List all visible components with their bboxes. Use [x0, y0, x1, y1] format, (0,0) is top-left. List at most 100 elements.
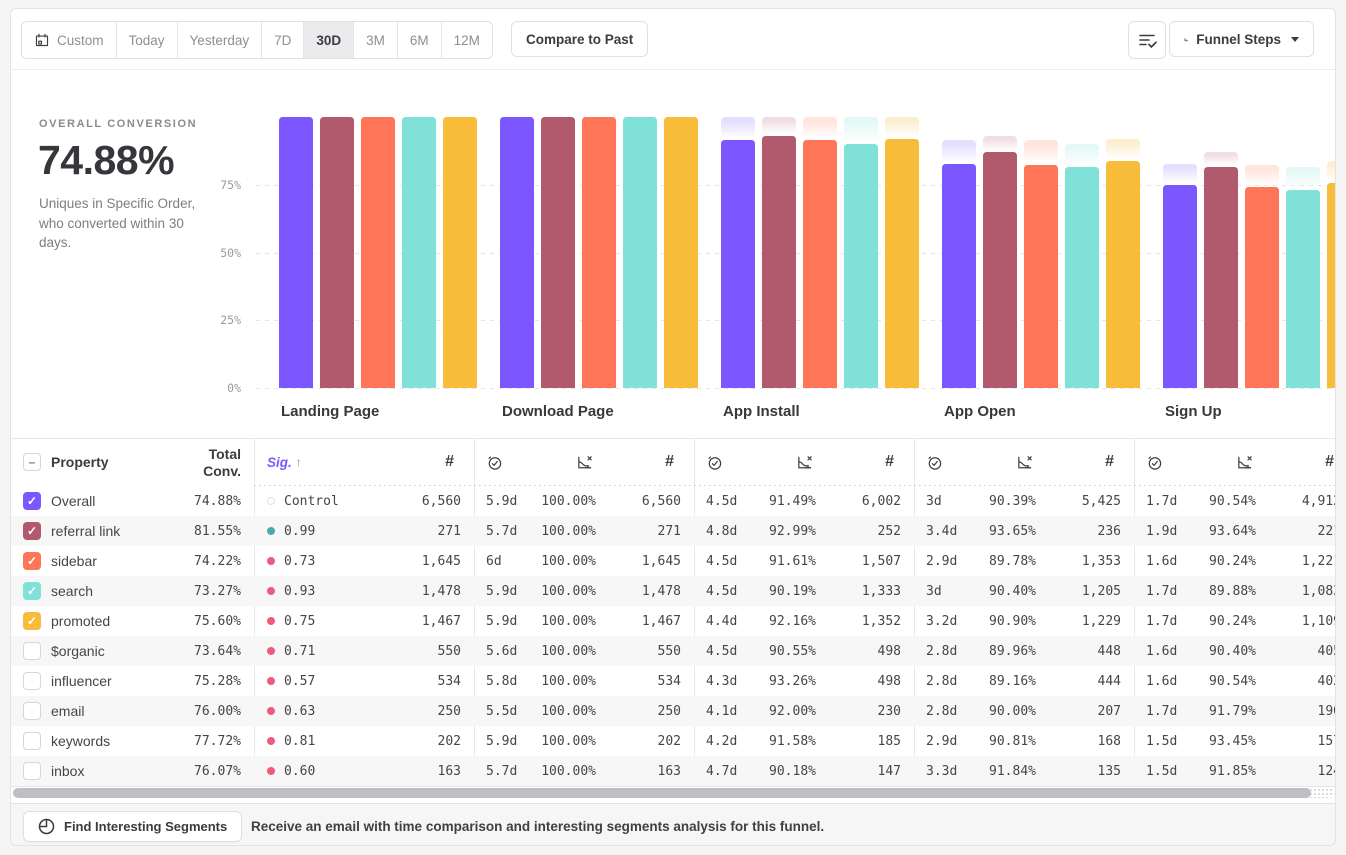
table-row-keywords[interactable]: keywords 77.72% 0.81 202 5.9d 100.00% 202 4.2d 9… [11, 726, 1335, 756]
bar-sign-up-sidebar[interactable] [1245, 187, 1279, 388]
bar-app-install-Overall[interactable] [721, 140, 755, 388]
bar-download-page-referral-link[interactable] [541, 117, 575, 388]
view-selector-button[interactable]: Funnel Steps [1169, 21, 1314, 57]
bar-landing-page-sidebar[interactable] [361, 117, 395, 388]
clock-check-icon [488, 456, 502, 470]
property-column-header[interactable]: Property [51, 454, 109, 470]
bar-app-open-promoted[interactable] [1106, 161, 1140, 388]
chevron-down-icon [1291, 36, 1299, 42]
row-checkbox[interactable]: ✓ [23, 492, 41, 510]
chart-dropoff-icon [578, 456, 592, 469]
step-count: 135 [1097, 763, 1121, 779]
row-checkbox[interactable] [23, 762, 41, 780]
table-row-Overall[interactable]: ✓ Overall 74.88% Control 6,560 5.9d 100.00% 6,5… [11, 486, 1335, 516]
significance-value: 0.99 [284, 523, 316, 539]
bar-download-page-Overall[interactable] [500, 117, 534, 388]
step-label-landing-page: Landing Page [281, 403, 380, 420]
filter-list-button[interactable] [1128, 21, 1166, 59]
significance-value: 0.57 [284, 673, 316, 689]
date-range-30d[interactable]: 30D [304, 22, 355, 58]
compare-to-past-button[interactable]: Compare to Past [511, 21, 649, 57]
find-interesting-segments-button[interactable]: Find Interesting Segments [23, 811, 243, 842]
bar-app-install-search[interactable] [844, 143, 878, 388]
date-range-12m[interactable]: 12M [442, 22, 492, 58]
bar-app-open-search[interactable] [1065, 167, 1099, 388]
row-checkbox[interactable]: ✓ [23, 552, 41, 570]
bar-download-page-promoted[interactable] [664, 117, 698, 388]
step-count: 1,467 [641, 613, 681, 629]
row-checkbox[interactable] [23, 702, 41, 720]
significance-dot-low [267, 647, 275, 655]
total-conversion-value: 76.07% [194, 763, 241, 779]
table-row-email[interactable]: email 76.00% 0.63 250 5.5d 100.00% 250 4.1d 92.0… [11, 696, 1335, 726]
column-group-divider [474, 438, 475, 786]
count-header-landing-page[interactable]: # [445, 453, 454, 470]
conversion-rate-value: 90.40% [1209, 643, 1256, 659]
date-range-7d[interactable]: 7D [262, 22, 305, 58]
column-group-divider [254, 438, 255, 786]
time-to-convert-value: 5.5d [486, 703, 518, 719]
count-header[interactable]: # [665, 453, 674, 470]
select-all-checkbox[interactable]: – [23, 453, 41, 471]
bar-landing-page-referral-link[interactable] [320, 117, 354, 388]
time-to-convert-value: 4.7d [706, 763, 738, 779]
property-label: inbox [51, 763, 85, 779]
bar-app-open-Overall[interactable] [942, 164, 976, 388]
bar-app-open-sidebar[interactable] [1024, 165, 1058, 388]
date-range-6m[interactable]: 6M [398, 22, 442, 58]
significance-column-header[interactable]: Sig. ↑ [267, 454, 302, 470]
date-range-yesterday[interactable]: Yesterday [178, 22, 263, 58]
time-to-convert-value: 4.8d [706, 523, 738, 539]
conversion-rate-value: 90.18% [769, 763, 816, 779]
step-count: 147 [877, 763, 901, 779]
row-checkbox[interactable] [23, 732, 41, 750]
table-row-inbox[interactable]: inbox 76.07% 0.60 163 5.7d 100.00% 163 4.7d 90.1… [11, 756, 1335, 786]
bar-app-install-referral-link[interactable] [762, 136, 796, 388]
count-header[interactable]: # [885, 453, 894, 470]
row-checkbox[interactable]: ✓ [23, 612, 41, 630]
date-range-custom[interactable]: Custom [22, 22, 117, 58]
conversion-rate-value: 93.65% [989, 523, 1036, 539]
step-count: 4,912 [1301, 493, 1335, 509]
time-to-convert-icon [486, 454, 503, 476]
table-row-referral-link[interactable]: ✓ referral link 81.55% 0.99 271 5.7d 100.00% 27… [11, 516, 1335, 546]
bar-download-page-search[interactable] [623, 117, 657, 388]
bar-download-page-sidebar[interactable] [582, 117, 616, 388]
clock-check-icon [1148, 456, 1162, 470]
time-to-convert-value: 1.6d [1146, 643, 1178, 659]
table-row-sidebar[interactable]: ✓ sidebar 74.22% 0.73 1,645 6d 100.00% 1,645 4.5… [11, 546, 1335, 576]
y-axis-tick-label: 75% [220, 177, 241, 192]
bar-landing-page-promoted[interactable] [443, 117, 477, 388]
table-row-influencer[interactable]: influencer 75.28% 0.57 534 5.8d 100.00% 534 4.3… [11, 666, 1335, 696]
filter-list-icon [1139, 34, 1157, 49]
bar-sign-up-promoted[interactable] [1327, 183, 1335, 388]
row-checkbox[interactable]: ✓ [23, 582, 41, 600]
property-label: keywords [51, 733, 111, 749]
bar-landing-page-search[interactable] [402, 117, 436, 388]
dropoff-cap-Overall [1163, 164, 1197, 185]
bar-sign-up-referral-link[interactable] [1204, 167, 1238, 388]
table-row-organic[interactable]: $organic 73.64% 0.71 550 5.6d 100.00% 550 4.5d 9… [11, 636, 1335, 666]
date-range-today[interactable]: Today [117, 22, 178, 58]
bar-app-install-sidebar[interactable] [803, 140, 837, 388]
step-count: 124 [1317, 763, 1335, 779]
total-conv-column-header[interactable]: Total Conv. [203, 446, 241, 480]
step-count: 534 [657, 673, 681, 689]
horizontal-scrollbar-thumb[interactable] [13, 788, 1311, 798]
row-checkbox[interactable]: ✓ [23, 522, 41, 540]
bar-landing-page-Overall[interactable] [279, 117, 313, 388]
count-header[interactable]: # [1325, 453, 1334, 470]
bar-app-install-promoted[interactable] [885, 138, 919, 388]
bar-app-open-referral-link[interactable] [983, 152, 1017, 388]
count-header[interactable]: # [1105, 453, 1114, 470]
bar-sign-up-search[interactable] [1286, 189, 1320, 388]
time-to-convert-value: 6d [486, 553, 502, 569]
table-row-promoted[interactable]: ✓ promoted 75.60% 0.75 1,467 5.9d 100.00% 1,467… [11, 606, 1335, 636]
step-count: 1,478 [641, 583, 681, 599]
table-row-search[interactable]: ✓ search 73.27% 0.93 1,478 5.9d 100.00% 1,478 4.… [11, 576, 1335, 606]
date-range-3m[interactable]: 3M [354, 22, 398, 58]
row-checkbox[interactable] [23, 672, 41, 690]
row-checkbox[interactable] [23, 642, 41, 660]
bar-sign-up-Overall[interactable] [1163, 185, 1197, 388]
dropoff-cap-search [1065, 143, 1099, 167]
